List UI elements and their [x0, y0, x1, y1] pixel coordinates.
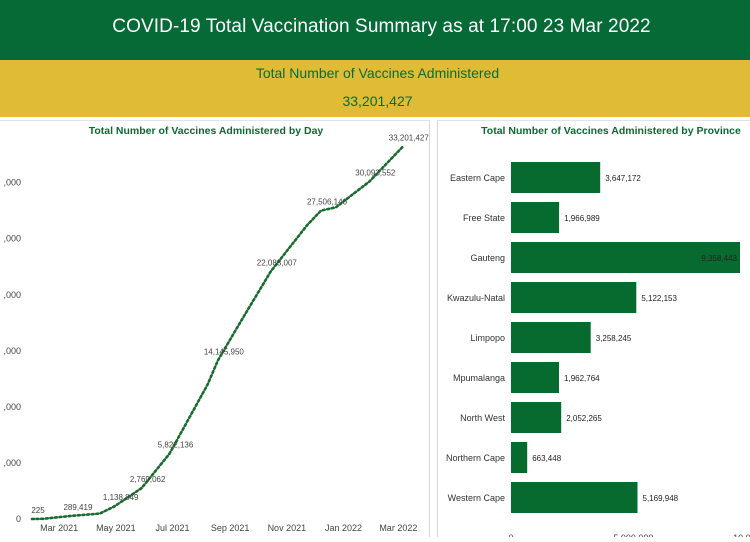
line-chart-title: Total Number of Vaccines Administered by… [89, 125, 324, 137]
bar-value-label: 1,962,764 [564, 374, 600, 383]
province-label: Gauteng [470, 253, 505, 263]
province-bar-chart[interactable]: Total Number of Vaccines Administered by… [438, 121, 750, 542]
province-label: Limpopo [470, 333, 505, 343]
province-label: Western Cape [448, 493, 505, 503]
bar-value-label: 2,052,265 [566, 414, 602, 423]
x-tick-label: May 2021 [96, 523, 136, 533]
bar-value-label: 663,448 [532, 454, 561, 463]
province-label: North West [460, 413, 505, 423]
province-bar-chart-panel[interactable]: Total Number of Vaccines Administered by… [437, 120, 750, 542]
province-bar[interactable] [511, 242, 740, 273]
x-tick-label: Nov 2021 [268, 523, 307, 533]
line-data-label: 30,093,552 [355, 169, 396, 178]
bar-value-label: 1,966,989 [564, 214, 600, 223]
daily-line-chart[interactable]: Total Number of Vaccines Administered by… [0, 121, 429, 537]
line-data-label: 2,769,062 [130, 475, 166, 484]
bar-x-tick-label: 0 [508, 533, 513, 537]
province-bar[interactable] [511, 402, 562, 433]
line-data-label: 5,822,136 [158, 441, 194, 450]
bar-value-label: 3,258,245 [596, 334, 632, 343]
kpi-label: Total Number of Vaccines Administered [255, 65, 500, 81]
province-bar[interactable] [511, 162, 601, 193]
province-bar[interactable] [511, 282, 637, 313]
line-data-label: 289,419 [63, 503, 92, 512]
y-tick-label: ,000 [3, 346, 21, 356]
y-tick-label: ,000 [3, 458, 21, 468]
daily-line-chart-panel[interactable]: Total Number of Vaccines Administered by… [0, 120, 430, 537]
province-bar[interactable] [511, 202, 560, 233]
province-label: Northern Cape [446, 453, 505, 463]
y-tick-label: 0 [16, 514, 21, 524]
x-tick-label: Mar 2022 [379, 523, 417, 533]
bar-x-tick-label: 5,000,000 [613, 533, 653, 537]
province-bar[interactable] [511, 442, 528, 473]
x-tick-label: Jul 2021 [156, 523, 190, 533]
y-tick-label: ,000 [3, 234, 21, 244]
y-tick-label: ,000 [3, 402, 21, 412]
line-data-label: 27,506,140 [307, 198, 348, 207]
page-title: COVID-19 Total Vaccination Summary as at… [112, 16, 651, 37]
total-vaccines-card[interactable]: Total Number of Vaccines Administered 33… [0, 60, 750, 117]
province-label: Mpumalanga [453, 373, 505, 383]
province-label: Free State [463, 213, 505, 223]
bar-value-label: 5,169,948 [643, 494, 679, 503]
x-tick-label: Mar 2021 [40, 523, 78, 533]
province-bar[interactable] [511, 322, 591, 353]
x-tick-label: Jan 2022 [325, 523, 362, 533]
province-label: Kwazulu-Natal [447, 293, 505, 303]
province-bar[interactable] [511, 482, 638, 513]
header-bar: COVID-19 Total Vaccination Summary as at… [0, 0, 750, 60]
bar-value-label: 5,122,153 [641, 294, 677, 303]
y-tick-label: ,000 [3, 290, 21, 300]
line-data-label: 14,145,950 [204, 347, 245, 356]
bar-value-label: 3,647,172 [605, 174, 641, 183]
cumulative-vaccines-line[interactable] [30, 145, 405, 521]
kpi-value: 33,201,427 [342, 93, 413, 109]
bar-value-label: 9,358,443 [701, 254, 737, 263]
line-data-label: 225 [31, 506, 45, 515]
province-label: Eastern Cape [450, 173, 505, 183]
x-tick-label: Sep 2021 [211, 523, 250, 533]
bar-x-tick-label: 10,000,000 [733, 533, 750, 537]
y-tick-label: ,000 [3, 178, 21, 188]
province-bar[interactable] [511, 362, 559, 393]
line-data-label: 33,201,427 [389, 134, 429, 143]
line-data-label: 1,138,849 [103, 493, 139, 502]
bar-chart-title: Total Number of Vaccines Administered by… [481, 125, 741, 137]
line-data-label: 22,083,007 [257, 258, 298, 267]
